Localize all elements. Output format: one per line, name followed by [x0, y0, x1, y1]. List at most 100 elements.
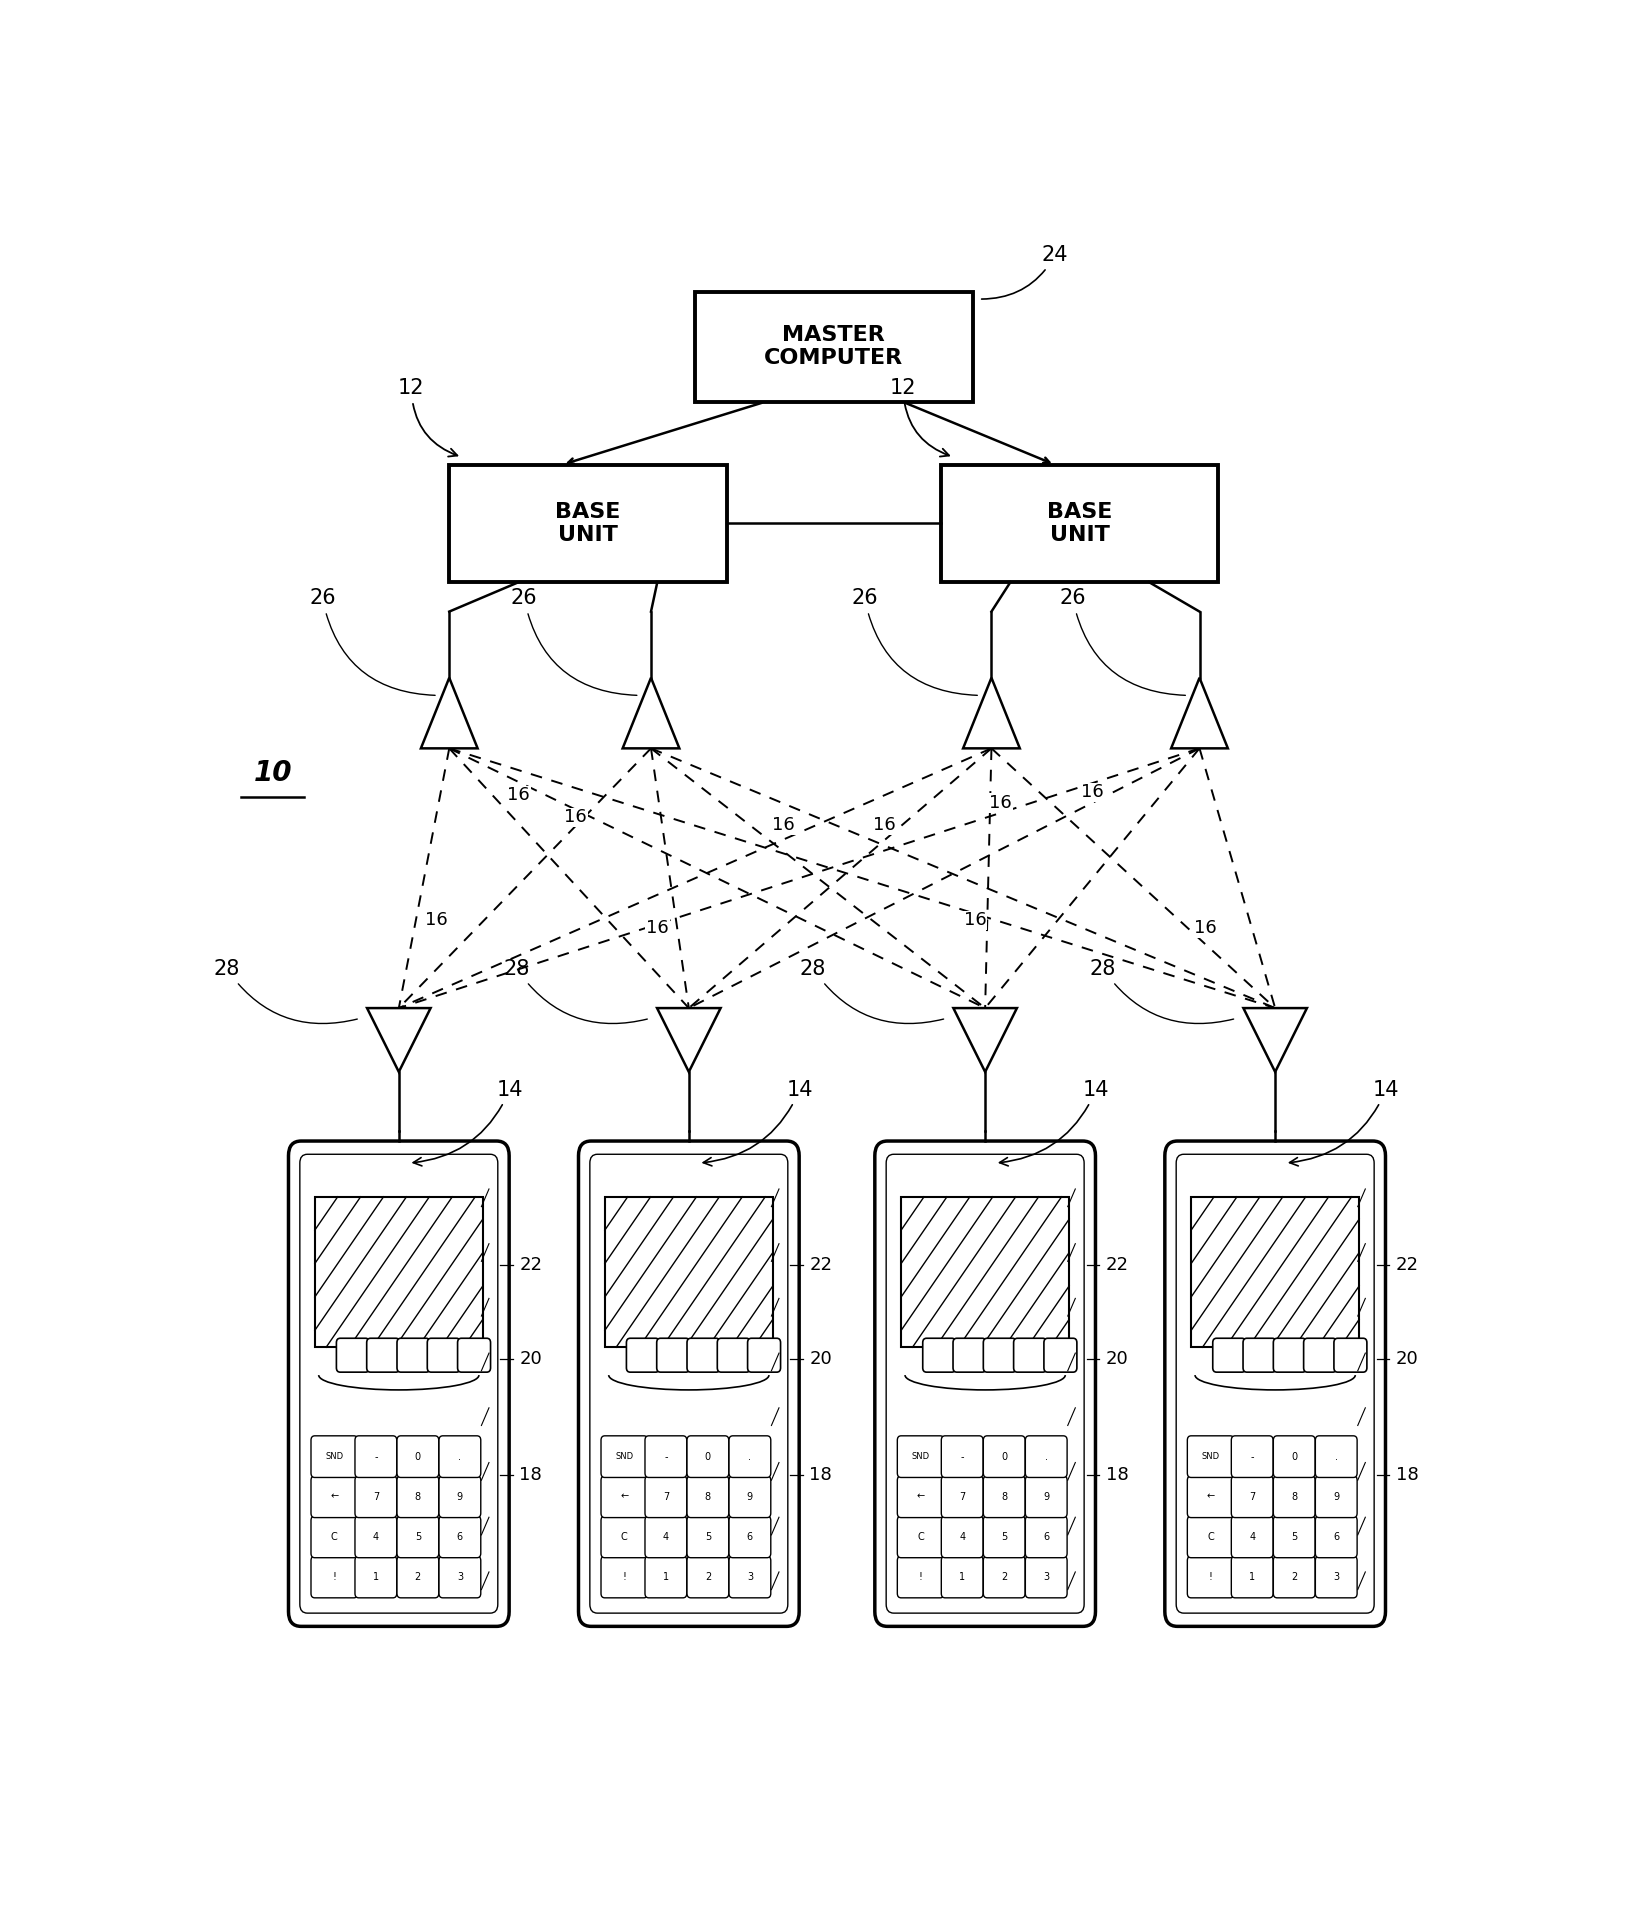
Text: SND: SND — [615, 1452, 633, 1461]
FancyBboxPatch shape — [644, 1517, 687, 1559]
FancyBboxPatch shape — [457, 1339, 491, 1371]
Text: 26: 26 — [511, 588, 636, 695]
Text: 1: 1 — [373, 1572, 379, 1581]
Text: 4: 4 — [373, 1532, 379, 1541]
Text: 16: 16 — [989, 795, 1012, 812]
FancyBboxPatch shape — [953, 1339, 986, 1371]
FancyBboxPatch shape — [942, 1557, 983, 1599]
FancyBboxPatch shape — [600, 1436, 648, 1478]
Text: 24: 24 — [981, 244, 1069, 300]
Text: -: - — [374, 1452, 377, 1461]
FancyBboxPatch shape — [1232, 1517, 1272, 1559]
FancyBboxPatch shape — [923, 1339, 955, 1371]
Text: 22: 22 — [809, 1257, 833, 1274]
Text: .: . — [748, 1452, 752, 1461]
Text: 20: 20 — [1106, 1350, 1128, 1368]
FancyBboxPatch shape — [1025, 1476, 1067, 1518]
Text: 2: 2 — [1292, 1572, 1297, 1581]
FancyBboxPatch shape — [579, 1140, 799, 1627]
Text: 5: 5 — [415, 1532, 421, 1541]
FancyBboxPatch shape — [600, 1476, 648, 1518]
FancyBboxPatch shape — [1212, 1339, 1246, 1371]
Text: ←: ← — [330, 1492, 338, 1501]
Polygon shape — [1171, 678, 1228, 749]
Text: 6: 6 — [457, 1532, 464, 1541]
Text: 0: 0 — [1292, 1452, 1297, 1461]
Text: 7: 7 — [958, 1492, 965, 1501]
Bar — [940, 464, 1219, 583]
FancyBboxPatch shape — [299, 1154, 498, 1614]
Text: 28: 28 — [213, 959, 358, 1024]
FancyBboxPatch shape — [1188, 1476, 1233, 1518]
FancyBboxPatch shape — [288, 1140, 509, 1627]
FancyBboxPatch shape — [687, 1557, 729, 1599]
FancyBboxPatch shape — [1274, 1476, 1315, 1518]
Text: 4: 4 — [960, 1532, 965, 1541]
FancyBboxPatch shape — [1188, 1517, 1233, 1559]
Text: 14: 14 — [703, 1079, 814, 1165]
Text: 18: 18 — [1396, 1465, 1419, 1484]
Text: 9: 9 — [457, 1492, 464, 1501]
FancyBboxPatch shape — [311, 1517, 358, 1559]
Polygon shape — [657, 1008, 721, 1072]
FancyBboxPatch shape — [1232, 1476, 1272, 1518]
Text: 5: 5 — [704, 1532, 711, 1541]
FancyBboxPatch shape — [439, 1476, 482, 1518]
FancyBboxPatch shape — [942, 1436, 983, 1478]
Text: -: - — [664, 1452, 667, 1461]
FancyBboxPatch shape — [1188, 1557, 1233, 1599]
FancyBboxPatch shape — [644, 1476, 687, 1518]
FancyBboxPatch shape — [747, 1339, 781, 1371]
Text: 18: 18 — [809, 1465, 831, 1484]
Text: !: ! — [1209, 1572, 1212, 1581]
Text: 16: 16 — [773, 816, 794, 835]
Polygon shape — [421, 678, 478, 749]
Text: 16: 16 — [646, 919, 669, 936]
FancyBboxPatch shape — [600, 1517, 648, 1559]
FancyBboxPatch shape — [1315, 1476, 1357, 1518]
Text: 22: 22 — [1396, 1257, 1419, 1274]
Text: C: C — [622, 1532, 628, 1541]
FancyBboxPatch shape — [397, 1436, 439, 1478]
FancyBboxPatch shape — [729, 1517, 771, 1559]
Text: 26: 26 — [1059, 588, 1186, 695]
Polygon shape — [368, 1008, 431, 1072]
FancyBboxPatch shape — [311, 1557, 358, 1599]
Text: 12: 12 — [890, 378, 949, 456]
Text: 16: 16 — [1194, 919, 1217, 936]
Text: 0: 0 — [704, 1452, 711, 1461]
Text: 2: 2 — [1001, 1572, 1007, 1581]
Text: 5: 5 — [1001, 1532, 1007, 1541]
FancyBboxPatch shape — [983, 1517, 1025, 1559]
Text: 6: 6 — [1333, 1532, 1339, 1541]
Text: 26: 26 — [309, 588, 434, 695]
Text: -: - — [1251, 1452, 1254, 1461]
Text: MASTER
COMPUTER: MASTER COMPUTER — [765, 325, 903, 369]
FancyBboxPatch shape — [729, 1476, 771, 1518]
FancyBboxPatch shape — [397, 1517, 439, 1559]
Text: 18: 18 — [519, 1465, 542, 1484]
Bar — [449, 464, 727, 583]
FancyBboxPatch shape — [983, 1436, 1025, 1478]
FancyBboxPatch shape — [355, 1476, 397, 1518]
FancyBboxPatch shape — [942, 1517, 983, 1559]
Text: 0: 0 — [1001, 1452, 1007, 1461]
FancyBboxPatch shape — [439, 1517, 482, 1559]
FancyBboxPatch shape — [887, 1154, 1084, 1614]
FancyBboxPatch shape — [687, 1436, 729, 1478]
Text: 22: 22 — [519, 1257, 542, 1274]
FancyBboxPatch shape — [1274, 1436, 1315, 1478]
Text: 16: 16 — [874, 816, 895, 835]
Text: 20: 20 — [809, 1350, 831, 1368]
Text: 1: 1 — [960, 1572, 965, 1581]
Text: 4: 4 — [662, 1532, 669, 1541]
Polygon shape — [1243, 1008, 1306, 1072]
FancyBboxPatch shape — [1274, 1557, 1315, 1599]
Text: 14: 14 — [1290, 1079, 1399, 1165]
FancyBboxPatch shape — [397, 1557, 439, 1599]
FancyBboxPatch shape — [644, 1436, 687, 1478]
Text: 9: 9 — [1043, 1492, 1049, 1501]
FancyBboxPatch shape — [1165, 1140, 1386, 1627]
Text: ←: ← — [1207, 1492, 1215, 1501]
Text: 10: 10 — [254, 760, 291, 787]
